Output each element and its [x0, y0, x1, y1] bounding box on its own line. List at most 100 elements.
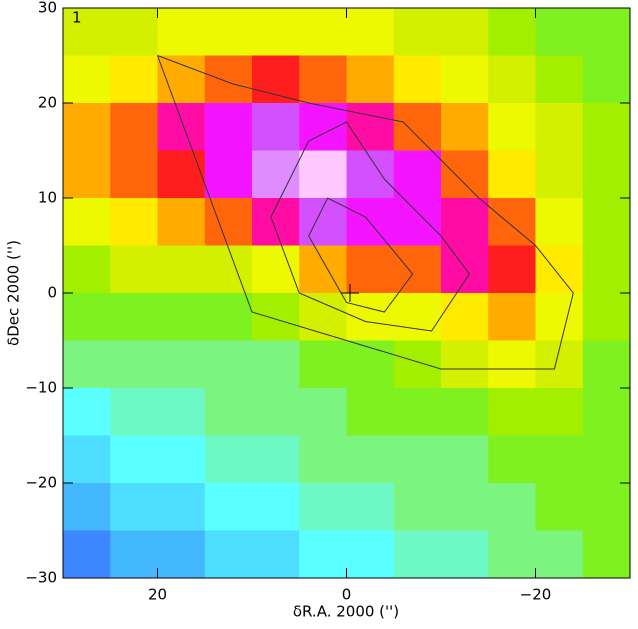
- heatmap-cell: [393, 483, 442, 531]
- heatmap-cell: [488, 340, 536, 389]
- y-tick-label: 10: [38, 189, 57, 207]
- heatmap-cell: [110, 530, 158, 579]
- heatmap-cell: [157, 435, 206, 484]
- heatmap-cell: [252, 293, 300, 341]
- heatmap-cell: [346, 340, 395, 389]
- heatmap-cell: [110, 483, 158, 531]
- heatmap-cell: [535, 388, 584, 436]
- heatmap-cell: [535, 55, 584, 104]
- heatmap-cell: [393, 150, 442, 199]
- heatmap-cell: [252, 103, 300, 151]
- heatmap-cell: [204, 293, 253, 341]
- heatmap-cell: [157, 340, 206, 389]
- heatmap-cell: [346, 55, 395, 104]
- heatmap-cell: [63, 103, 111, 151]
- heatmap-cell: [441, 245, 489, 294]
- heatmap-cell: [299, 435, 347, 484]
- overlay: [157, 55, 574, 370]
- heatmap-cell: [346, 245, 395, 294]
- heatmap-cell: [63, 435, 111, 484]
- heatmap-cell: [63, 245, 111, 294]
- heatmap-cell: [299, 245, 347, 294]
- heatmap-cell: [299, 55, 347, 104]
- heatmap-cell: [535, 198, 584, 246]
- heatmap: [63, 8, 631, 579]
- contour: [270, 121, 470, 332]
- heatmap-cell: [582, 8, 631, 56]
- heatmap-cell: [441, 530, 489, 579]
- heatmap-cell: [441, 435, 489, 484]
- heatmap-cell: [110, 435, 158, 484]
- contour: [157, 55, 574, 370]
- heatmap-cell: [157, 530, 206, 579]
- heatmap-cell: [63, 150, 111, 199]
- heatmap-cell: [346, 435, 395, 484]
- heatmap-cell: [110, 245, 158, 294]
- heatmap-cell: [535, 150, 584, 199]
- heatmap-cell: [582, 245, 631, 294]
- x-tick-label: 20: [148, 586, 167, 604]
- y-tick-label: 30: [38, 0, 57, 17]
- heatmap-cell: [393, 198, 442, 246]
- heatmap-cell: [110, 293, 158, 341]
- heatmap-cell: [582, 388, 631, 436]
- heatmap-cell: [346, 103, 395, 151]
- heatmap-cell: [346, 530, 395, 579]
- heatmap-cell: [488, 55, 536, 104]
- heatmap-cell: [299, 483, 347, 531]
- heatmap-cell: [204, 55, 253, 104]
- heatmap-cell: [157, 150, 206, 199]
- x-axis-label: δR.A. 2000 (''): [293, 603, 399, 621]
- heatmap-cell: [63, 198, 111, 246]
- heatmap-cell: [582, 293, 631, 341]
- heatmap-cell: [535, 8, 584, 56]
- heatmap-cell: [393, 103, 442, 151]
- heatmap-cell: [582, 150, 631, 199]
- heatmap-cell: [110, 55, 158, 104]
- y-tick-label: −10: [25, 379, 57, 397]
- heatmap-cell: [63, 340, 111, 389]
- heatmap-cell: [204, 198, 253, 246]
- heatmap-cell: [393, 293, 442, 341]
- heatmap-cell: [299, 340, 347, 389]
- heatmap-cell: [63, 483, 111, 531]
- heatmap-cell: [582, 483, 631, 531]
- heatmap-cell: [441, 293, 489, 341]
- heatmap-cell: [299, 388, 347, 436]
- y-tick-label: 20: [38, 94, 57, 112]
- heatmap-cell: [299, 530, 347, 579]
- heatmap-cell: [204, 530, 253, 579]
- heatmap-cell: [393, 530, 442, 579]
- heatmap-cell: [299, 198, 347, 246]
- heatmap-cell: [441, 198, 489, 246]
- heatmap-cell: [252, 435, 300, 484]
- x-tick-label: −20: [520, 586, 552, 604]
- heatmap-cell: [441, 55, 489, 104]
- heatmap-cell: [252, 198, 300, 246]
- heatmap-cell: [346, 198, 395, 246]
- heatmap-cell: [63, 293, 111, 341]
- heatmap-cell: [441, 103, 489, 151]
- heatmap-cell: [110, 150, 158, 199]
- heatmap-cell: [252, 388, 300, 436]
- heatmap-cell: [157, 483, 206, 531]
- heatmap-cell: [488, 103, 536, 151]
- heatmap-cell: [157, 388, 206, 436]
- heatmap-cell: [582, 55, 631, 104]
- heatmap-cell: [488, 530, 536, 579]
- y-tick-label: 0: [47, 284, 57, 302]
- heatmap-cell: [535, 245, 584, 294]
- heatmap-cell: [110, 8, 158, 56]
- heatmap-cell: [441, 340, 489, 389]
- heatmap-cell: [393, 388, 442, 436]
- heatmap-cell: [441, 8, 489, 56]
- heatmap-cell: [110, 388, 158, 436]
- y-tick-label: −20: [25, 474, 57, 492]
- heatmap-cell: [63, 8, 111, 56]
- heatmap-cell: [535, 530, 584, 579]
- heatmap-cell: [488, 483, 536, 531]
- heatmap-cell: [299, 103, 347, 151]
- heatmap-cell: [204, 103, 253, 151]
- heatmap-cell: [582, 103, 631, 151]
- heatmap-cell: [157, 55, 206, 104]
